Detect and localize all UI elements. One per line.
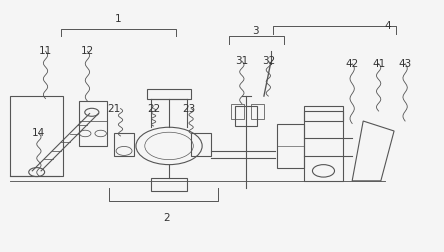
Text: 12: 12 [81,46,94,56]
Text: 11: 11 [39,46,52,56]
Bar [304,111,343,121]
Text: 1: 1 [115,14,122,24]
Text: 2: 2 [163,213,170,223]
Text: 42: 42 [345,59,359,69]
Text: 14: 14 [32,129,46,139]
Text: 4: 4 [384,21,391,31]
Bar [231,104,244,118]
Text: 31: 31 [235,56,249,66]
Bar [10,96,63,176]
Text: 22: 22 [147,104,160,114]
Bar [79,101,107,146]
Text: 43: 43 [398,59,412,69]
Bar [304,106,343,181]
Text: 32: 32 [262,56,275,66]
Text: 21: 21 [107,104,120,114]
Text: 41: 41 [372,59,385,69]
Bar [251,104,264,118]
Text: 3: 3 [252,26,258,36]
Bar [277,123,304,168]
Bar [147,89,191,99]
Bar [114,134,134,156]
Bar [191,134,211,156]
Bar [235,106,257,126]
Bar [151,178,187,191]
Text: 23: 23 [182,104,195,114]
